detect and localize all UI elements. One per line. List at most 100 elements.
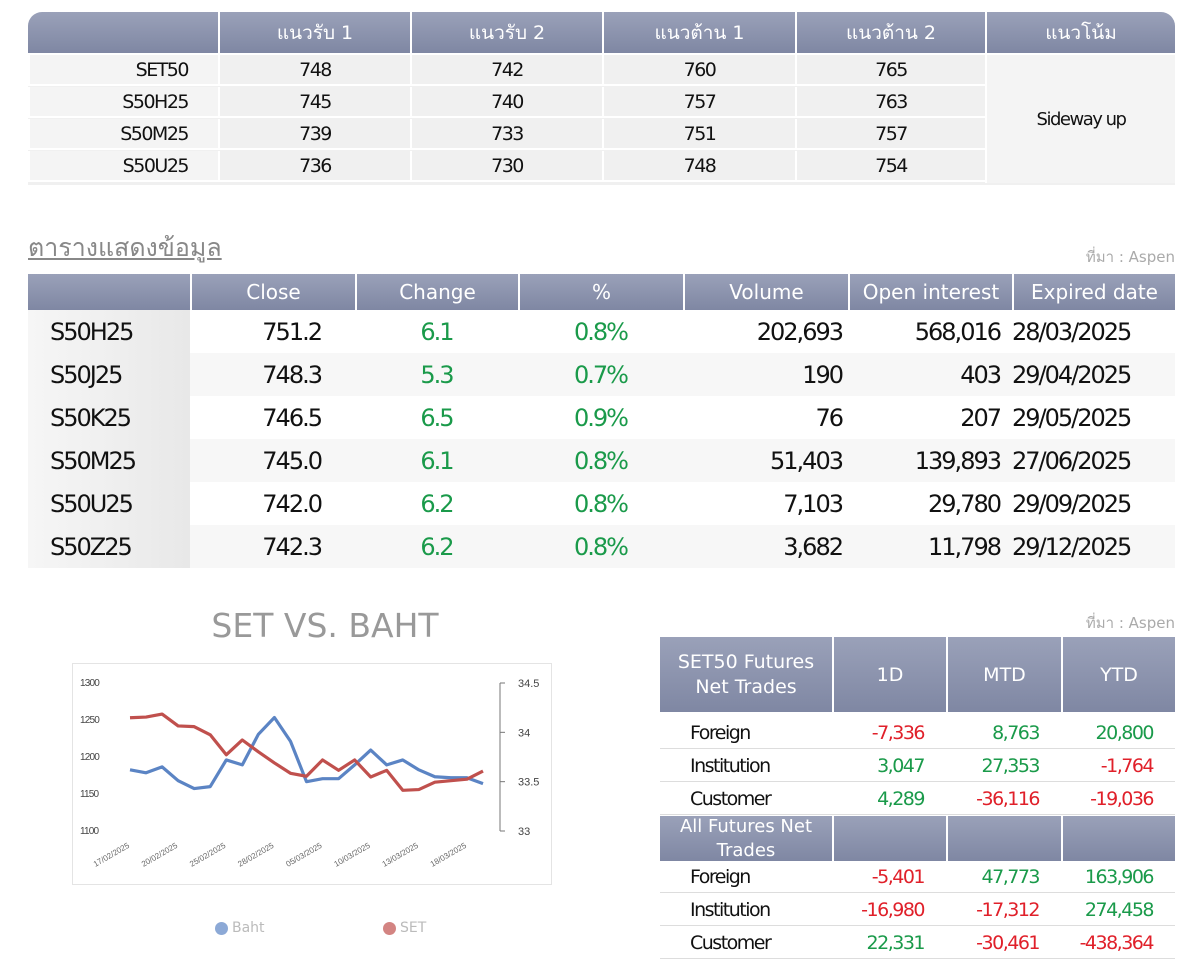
cell: S50M25 (28, 119, 218, 150)
chart-title: SET VS. BAHT (211, 606, 439, 645)
line-series (129, 712, 484, 792)
cell: S50M25 (28, 439, 190, 482)
cell: 202,693 (683, 310, 848, 353)
cell: Institution (660, 750, 832, 782)
cell: Institution (660, 894, 832, 926)
cell: 733 (410, 119, 602, 150)
source: ที่มา : Aspen (1085, 248, 1175, 266)
cell: 757 (795, 119, 985, 150)
table-header-bg (28, 274, 1175, 310)
cell: 736 (218, 151, 410, 182)
header-cell: แนวรับ 2 (410, 12, 602, 53)
header-cell (946, 816, 1061, 861)
cell: -17,312 (946, 894, 1061, 926)
cell: 3,047 (832, 750, 946, 782)
header-cell: Open interest (848, 274, 1012, 310)
header-cell: แนวต้าน 2 (795, 12, 985, 53)
chart: 110011501200125013003333.53434.517/02/20… (72, 663, 552, 885)
cell: 29/09/2025 (1012, 482, 1175, 525)
cell: 568,016 (848, 310, 1012, 353)
header-cell: แนวรับ 1 (218, 12, 410, 53)
cell: 20,800 (1061, 717, 1175, 749)
cell: 754 (795, 151, 985, 182)
cell: 6.1 (355, 310, 518, 353)
cell: -16,980 (832, 894, 946, 926)
cell: 28/03/2025 (1012, 310, 1175, 353)
cell: 0.8% (518, 525, 683, 568)
header-cell: Volume (683, 274, 848, 310)
source: ที่มา : Aspen (1085, 614, 1175, 632)
header-cell: Change (355, 274, 518, 310)
cell: SET50 (28, 55, 218, 86)
section-title: ตารางแสดงข้อมูล (28, 233, 222, 262)
cell: 403 (848, 353, 1012, 396)
cell: 7,103 (683, 482, 848, 525)
cell: 190 (683, 353, 848, 396)
cell: 765 (795, 55, 985, 86)
cell: 11,798 (848, 525, 1012, 568)
y-tick-label: 1100 (80, 826, 100, 837)
cell: 6.1 (355, 439, 518, 482)
header-cell: MTD (946, 637, 1061, 712)
cell: 27/06/2025 (1012, 439, 1175, 482)
cell: Customer (660, 927, 832, 959)
cell: -438,364 (1061, 927, 1175, 959)
cell: Foreign (660, 861, 832, 893)
cell: 6.2 (355, 525, 518, 568)
cell: 22,331 (832, 927, 946, 959)
cell: 748.3 (190, 353, 355, 396)
cell: 0.9% (518, 396, 683, 439)
cell: S50Z25 (28, 525, 190, 568)
cell: -36,116 (946, 783, 1061, 815)
legend-swatch (383, 922, 396, 935)
cell: 51,403 (683, 439, 848, 482)
line-series (129, 715, 484, 791)
y-tick-label: 1300 (80, 678, 100, 689)
cell: 748 (218, 55, 410, 86)
legend-label: Baht (232, 920, 265, 936)
cell: 163,906 (1061, 861, 1175, 893)
cell: -19,036 (1061, 783, 1175, 815)
cell: 8,763 (946, 717, 1061, 749)
chart-frame (72, 663, 552, 885)
cell: 29,780 (848, 482, 1012, 525)
header-cell (832, 816, 946, 861)
cell: 760 (602, 55, 795, 86)
cell: 763 (795, 87, 985, 118)
cell: -7,336 (832, 717, 946, 749)
header-cell (1061, 816, 1175, 861)
cell: 3,682 (683, 525, 848, 568)
cell: S50K25 (28, 396, 190, 439)
cell: S50U25 (28, 482, 190, 525)
cell: 730 (410, 151, 602, 182)
cell: 5.3 (355, 353, 518, 396)
y-tick-label: 1150 (80, 789, 100, 800)
legend-label: SET (400, 920, 427, 936)
cell: 740 (410, 87, 602, 118)
cell: 274,458 (1061, 894, 1175, 926)
y2-tick-label: 33 (518, 826, 530, 838)
section-title: All Futures Net Trades (679, 816, 813, 861)
cell: -1,764 (1061, 750, 1175, 782)
cell: S50H25 (28, 87, 218, 118)
cell: 47,773 (946, 861, 1061, 893)
cell: S50J25 (28, 353, 190, 396)
cell: 745.0 (190, 439, 355, 482)
cell: 742.0 (190, 482, 355, 525)
header-cell: Close (190, 274, 355, 310)
cell: 0.8% (518, 439, 683, 482)
cell: 29/05/2025 (1012, 396, 1175, 439)
header-cell: YTD (1061, 637, 1175, 712)
cell: 29/04/2025 (1012, 353, 1175, 396)
cell: 739 (218, 119, 410, 150)
cell: 0.8% (518, 310, 683, 353)
cell: Foreign (660, 717, 832, 749)
y2-tick-label: 34 (518, 727, 530, 739)
cell: 746.5 (190, 396, 355, 439)
y2-tick-label: 34.5 (518, 678, 539, 690)
cell: 742.3 (190, 525, 355, 568)
header-cell: Expired date (1012, 274, 1175, 310)
cell: 76 (683, 396, 848, 439)
cell: 751 (602, 119, 795, 150)
cell: 745 (218, 87, 410, 118)
